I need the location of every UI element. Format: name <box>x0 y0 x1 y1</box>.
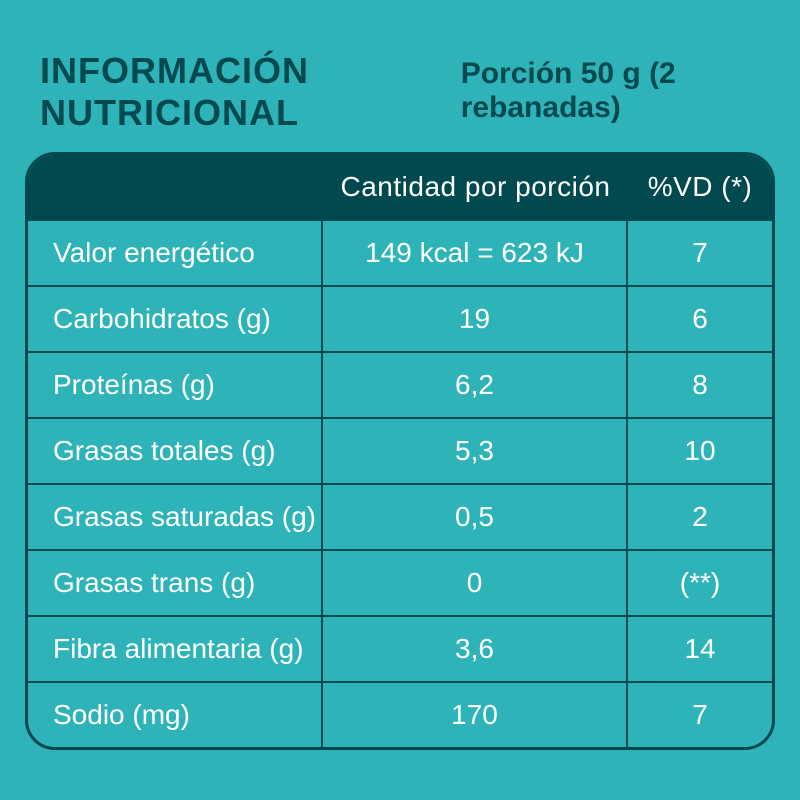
table-row: Grasas trans (g) 0 (**) <box>28 551 772 617</box>
table-row: Grasas saturadas (g) 0,5 2 <box>28 485 772 551</box>
label-portion: Porción 50 g (2 rebanadas) <box>461 57 760 125</box>
nutrient-dv: 7 <box>628 683 772 747</box>
nutrient-amount: 170 <box>323 683 628 747</box>
table-row: Sodio (mg) 170 7 <box>28 683 772 747</box>
nutrient-name: Proteínas (g) <box>28 353 323 417</box>
nutrient-amount: 6,2 <box>323 353 628 417</box>
table-row: Carbohidratos (g) 19 6 <box>28 287 772 353</box>
nutrient-amount: 0 <box>323 551 628 615</box>
nutrient-amount: 149 kcal = 623 kJ <box>323 221 628 285</box>
nutrient-name: Grasas trans (g) <box>28 551 323 615</box>
nutrient-name: Grasas totales (g) <box>28 419 323 483</box>
nutrient-dv: 8 <box>628 353 772 417</box>
col-header-dv: %VD (*) <box>628 155 772 219</box>
nutrient-dv: 6 <box>628 287 772 351</box>
table-row: Grasas totales (g) 5,3 10 <box>28 419 772 485</box>
table-row: Valor energético 149 kcal = 623 kJ 7 <box>28 221 772 287</box>
nutrient-amount: 5,3 <box>323 419 628 483</box>
nutrient-dv: 14 <box>628 617 772 681</box>
table-header-row: Cantidad por porción %VD (*) <box>28 155 772 221</box>
table-row: Fibra alimentaria (g) 3,6 14 <box>28 617 772 683</box>
table-row: Proteínas (g) 6,2 8 <box>28 353 772 419</box>
label-header: INFORMACIÓN NUTRICIONAL Porción 50 g (2 … <box>25 50 775 152</box>
nutrient-name: Fibra alimentaria (g) <box>28 617 323 681</box>
nutrient-amount: 3,6 <box>323 617 628 681</box>
nutrient-dv: 10 <box>628 419 772 483</box>
nutrition-table: Cantidad por porción %VD (*) Valor energ… <box>25 152 775 750</box>
nutrient-dv: 7 <box>628 221 772 285</box>
nutrition-label: INFORMACIÓN NUTRICIONAL Porción 50 g (2 … <box>0 0 800 800</box>
nutrient-amount: 19 <box>323 287 628 351</box>
nutrient-name: Grasas saturadas (g) <box>28 485 323 549</box>
nutrient-name: Carbohidratos (g) <box>28 287 323 351</box>
nutrient-name: Sodio (mg) <box>28 683 323 747</box>
nutrient-name: Valor energético <box>28 221 323 285</box>
nutrient-dv: (**) <box>628 551 772 615</box>
col-header-name <box>28 155 323 219</box>
col-header-amount: Cantidad por porción <box>323 155 628 219</box>
nutrient-dv: 2 <box>628 485 772 549</box>
nutrient-amount: 0,5 <box>323 485 628 549</box>
label-title: INFORMACIÓN NUTRICIONAL <box>40 50 461 134</box>
